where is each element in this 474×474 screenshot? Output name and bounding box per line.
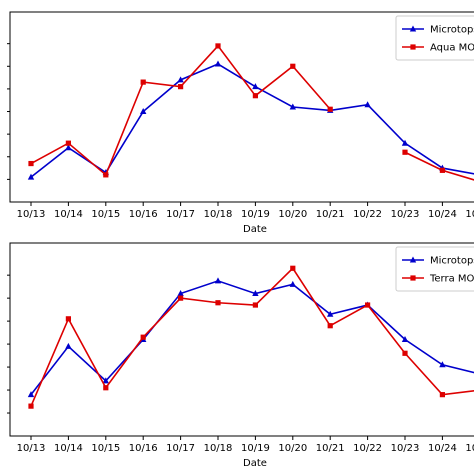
data-point (252, 290, 259, 297)
series-1 (27, 60, 474, 180)
data-point (402, 350, 408, 356)
series-line (30, 44, 331, 177)
data-point (365, 302, 371, 308)
x-tick-label: 10/17 (166, 443, 195, 454)
series-line (30, 63, 474, 178)
data-point (439, 361, 446, 368)
data-point (65, 316, 71, 322)
x-axis-title: Date (243, 224, 267, 235)
data-point (214, 60, 222, 67)
data-point (28, 403, 34, 409)
x-tick-label: 10/24 (428, 443, 457, 454)
legend-label: Terra MODIS (429, 274, 474, 285)
data-point (401, 139, 409, 146)
series-1 (27, 277, 474, 398)
data-point (65, 342, 72, 349)
x-tick-label: 10/19 (241, 443, 270, 454)
x-tick-label: 10/13 (17, 209, 46, 220)
x-tick-label: 10/14 (54, 443, 83, 454)
data-point (140, 79, 146, 85)
data-point (402, 149, 408, 155)
series-line (30, 280, 474, 396)
data-point (27, 391, 35, 398)
data-point (252, 93, 258, 99)
data-point (177, 290, 184, 297)
chart-panel-1: 10/13 10/14 10/15 10/16 10/17 10/18 10/19 10/20… (7, 11, 474, 235)
series-2 (28, 43, 474, 181)
data-point (327, 106, 333, 112)
data-point (290, 265, 296, 271)
data-point (252, 83, 259, 90)
data-point (178, 84, 184, 90)
data-point (439, 167, 445, 173)
x-tick-label: 10/16 (129, 209, 158, 220)
series-2 (28, 265, 474, 409)
x-tick-label: 10/23 (391, 443, 420, 454)
data-point (214, 277, 222, 284)
legend-marker (410, 44, 416, 50)
legend-label: Microtops (430, 25, 474, 36)
data-point (28, 160, 34, 167)
x-tick-label: 10/21 (316, 443, 345, 454)
x-tick-label: 10/20 (278, 443, 307, 454)
legend-label: Microtops (430, 256, 474, 267)
legend-marker (410, 275, 416, 281)
data-point (177, 76, 184, 83)
x-tick-label: 10/23 (391, 209, 420, 220)
data-point (290, 63, 296, 69)
legend: Microtops Aqua MODIS (395, 15, 474, 61)
chart-panel-2: 10/13 10/14 10/15 10/16 10/17 10/18 10/19 10/20… (7, 242, 474, 469)
data-point (252, 302, 258, 308)
x-tick-label: 10/16 (129, 443, 158, 454)
data-point (289, 280, 296, 287)
x-tick-label: 10/21 (316, 209, 345, 220)
data-point (178, 295, 184, 301)
data-point (103, 172, 109, 178)
x-tick-label: 10/15 (91, 209, 120, 220)
legend: Microtops Terra MODIS (395, 246, 474, 292)
x-axis-title: Date (243, 458, 267, 469)
data-point (215, 43, 221, 49)
x-tick-label: 10/15 (91, 443, 120, 454)
x-tick-label: 10/14 (54, 209, 83, 220)
x-tick-label: 10/17 (166, 209, 195, 220)
data-point (327, 310, 334, 317)
legend-label: Aqua MODIS (430, 43, 474, 54)
data-point (103, 385, 109, 391)
x-tick-label: 10/18 (204, 209, 233, 220)
x-tick-label: 10/25 (465, 443, 474, 454)
plot-frame (9, 11, 474, 203)
data-point (140, 108, 147, 115)
x-tick-label: 10/20 (278, 209, 307, 220)
data-point (439, 392, 445, 398)
x-tick-label: 10/19 (241, 209, 270, 220)
data-point (401, 336, 409, 342)
data-point (327, 323, 333, 329)
data-point (65, 144, 72, 151)
x-tick-label: 10/25 (465, 209, 474, 220)
legend-marker (409, 25, 417, 32)
data-point (364, 101, 371, 108)
x-tick-label: 10/22 (353, 209, 382, 220)
legend-marker (409, 256, 417, 263)
x-tick-label: 10/24 (428, 209, 457, 220)
x-tick-label: 10/22 (353, 443, 382, 454)
data-point (289, 103, 296, 110)
plot-frame (9, 242, 474, 437)
data-point (102, 377, 109, 384)
data-point (215, 300, 221, 306)
data-point (27, 173, 35, 180)
data-point (140, 334, 146, 340)
data-point (65, 140, 71, 146)
x-tick-label: 10/13 (17, 443, 46, 454)
x-tick-label: 10/18 (204, 443, 233, 454)
